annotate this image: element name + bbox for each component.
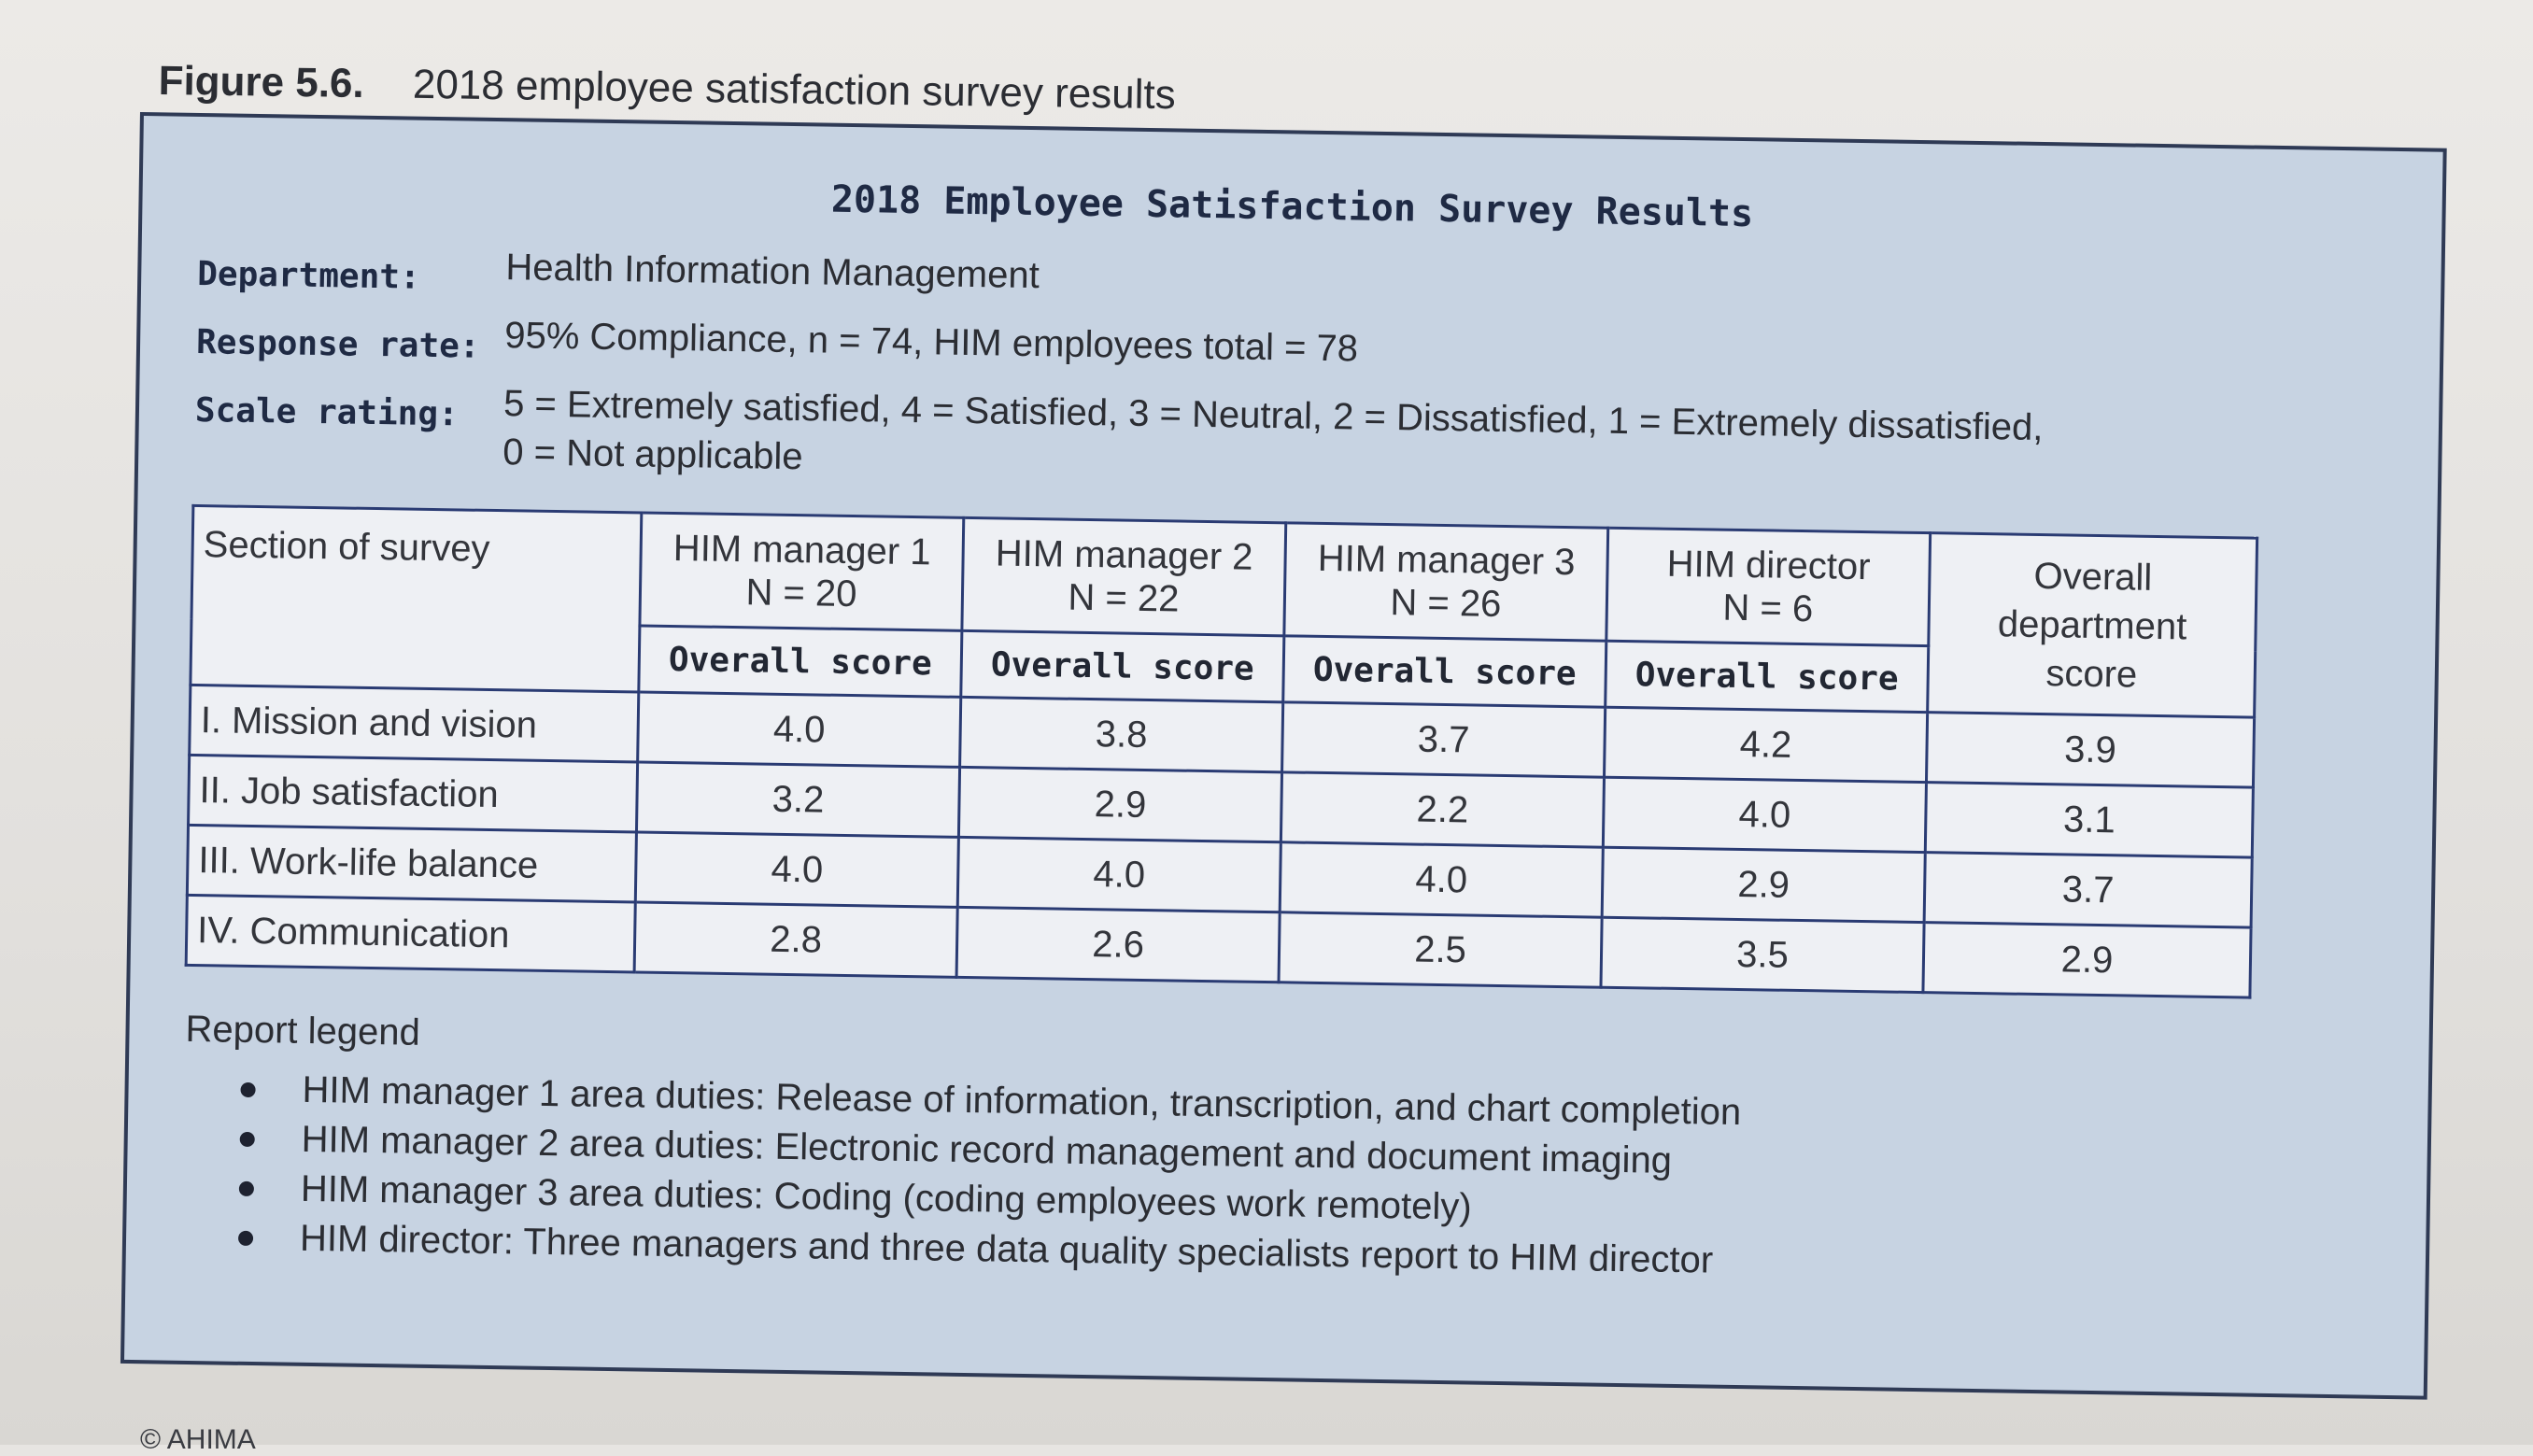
score-cell: 4.0	[1280, 841, 1604, 918]
score-cell: 3.5	[1600, 917, 1925, 993]
score-cell: 2.5	[1279, 912, 1603, 988]
subheader-overall-score: Overall score	[960, 630, 1284, 702]
score-cell: 4.0	[957, 837, 1281, 912]
meta-response-label: Response rate:	[195, 322, 480, 366]
header-column-n: N = 20	[745, 572, 857, 615]
report-legend: Report legend HIM manager 1 area duties:…	[182, 1009, 1743, 1290]
legend-list: HIM manager 1 area duties: Release of in…	[182, 1067, 1742, 1282]
score-cell: 2.2	[1281, 771, 1605, 848]
report-title: 2018 Employee Satisfaction Survey Result…	[830, 177, 1754, 236]
score-cell: 3.8	[959, 697, 1283, 772]
meta-response-value: 95% Compliance, n = 74, HIM employees to…	[503, 315, 1359, 370]
meta-scale-label: Scale rating:	[194, 390, 460, 434]
bullet-icon	[239, 1131, 255, 1147]
bullet-icon	[240, 1081, 256, 1097]
score-cell: 4.0	[635, 831, 959, 908]
subheader-overall-score: Overall score	[638, 625, 962, 698]
header-section-of-survey: Section of survey	[190, 505, 642, 692]
header-column-name: HIM manager 1	[672, 528, 931, 573]
header-him-manager-2: HIM manager 2 N = 22	[961, 517, 1286, 636]
score-cell: 4.0	[637, 691, 961, 768]
header-overall-department-score: Overall department score	[1927, 532, 2257, 718]
header-him-director: HIM director N = 6	[1606, 528, 1931, 646]
meta-department-value: Health Information Management	[505, 247, 1040, 297]
figure-caption: Figure 5.6. 2018 employee satisfaction s…	[158, 58, 1176, 119]
row-section-label: III. Work-life balance	[187, 825, 637, 902]
score-cell: 2.8	[634, 901, 958, 978]
header-column-name: HIM director	[1666, 543, 1871, 588]
subheader-overall-score: Overall score	[1282, 635, 1606, 708]
legend-title: Report legend	[185, 1008, 421, 1053]
row-section-label: IV. Communication	[186, 895, 636, 972]
bullet-icon	[238, 1180, 255, 1196]
meta-department-label: Department:	[196, 254, 420, 297]
report-meta: Department: Health Information Managemen…	[194, 238, 2346, 518]
figure-number: Figure 5.6.	[158, 58, 365, 107]
score-cell: 4.0	[1603, 777, 1927, 853]
row-section-label: I. Mission and vision	[189, 685, 639, 762]
bullet-icon	[237, 1230, 254, 1246]
header-column-n: N = 22	[1068, 576, 1180, 620]
header-overall-line3: score	[2045, 652, 2138, 696]
header-column-n: N = 6	[1722, 587, 1814, 630]
subheader-overall-score: Overall score	[1605, 641, 1929, 713]
table-header-row: Section of survey HIM manager 1 N = 20 H…	[190, 505, 2257, 718]
header-column-name: HIM manager 3	[1317, 537, 1576, 584]
overall-score-cell: 3.9	[1926, 712, 2255, 788]
meta-scale-value: 5 = Extremely satisfied, 4 = Satisfied, …	[502, 379, 2044, 501]
overall-score-cell: 2.9	[1922, 922, 2252, 998]
header-him-manager-3: HIM manager 3 N = 26	[1283, 522, 1608, 642]
score-cell: 4.2	[1604, 707, 1928, 783]
report-panel: 2018 Employee Satisfaction Survey Result…	[120, 112, 2447, 1400]
figure-caption-text: 2018 employee satisfaction survey result…	[412, 61, 1177, 119]
header-overall-line2: department	[1997, 602, 2187, 647]
overall-score-cell: 3.1	[1925, 782, 2254, 858]
survey-results-table: Section of survey HIM manager 1 N = 20 H…	[184, 503, 2259, 999]
footer-copyright: © AHIMA	[140, 1424, 256, 1455]
row-section-label: II. Job satisfaction	[188, 755, 638, 832]
header-column-n: N = 26	[1390, 582, 1502, 625]
score-cell: 2.9	[1602, 847, 1926, 923]
score-cell: 3.2	[636, 761, 960, 838]
meta-scale-row: Scale rating: 5 = Extremely satisfied, 4…	[194, 375, 2343, 505]
header-column-name: HIM manager 2	[995, 532, 1253, 578]
header-him-manager-1: HIM manager 1 N = 20	[639, 512, 964, 631]
score-cell: 2.6	[956, 907, 1281, 982]
score-cell: 2.9	[958, 767, 1282, 842]
score-cell: 3.7	[1281, 701, 1606, 778]
header-overall-line1: Overall	[2033, 555, 2153, 599]
overall-score-cell: 3.7	[1924, 852, 2253, 928]
